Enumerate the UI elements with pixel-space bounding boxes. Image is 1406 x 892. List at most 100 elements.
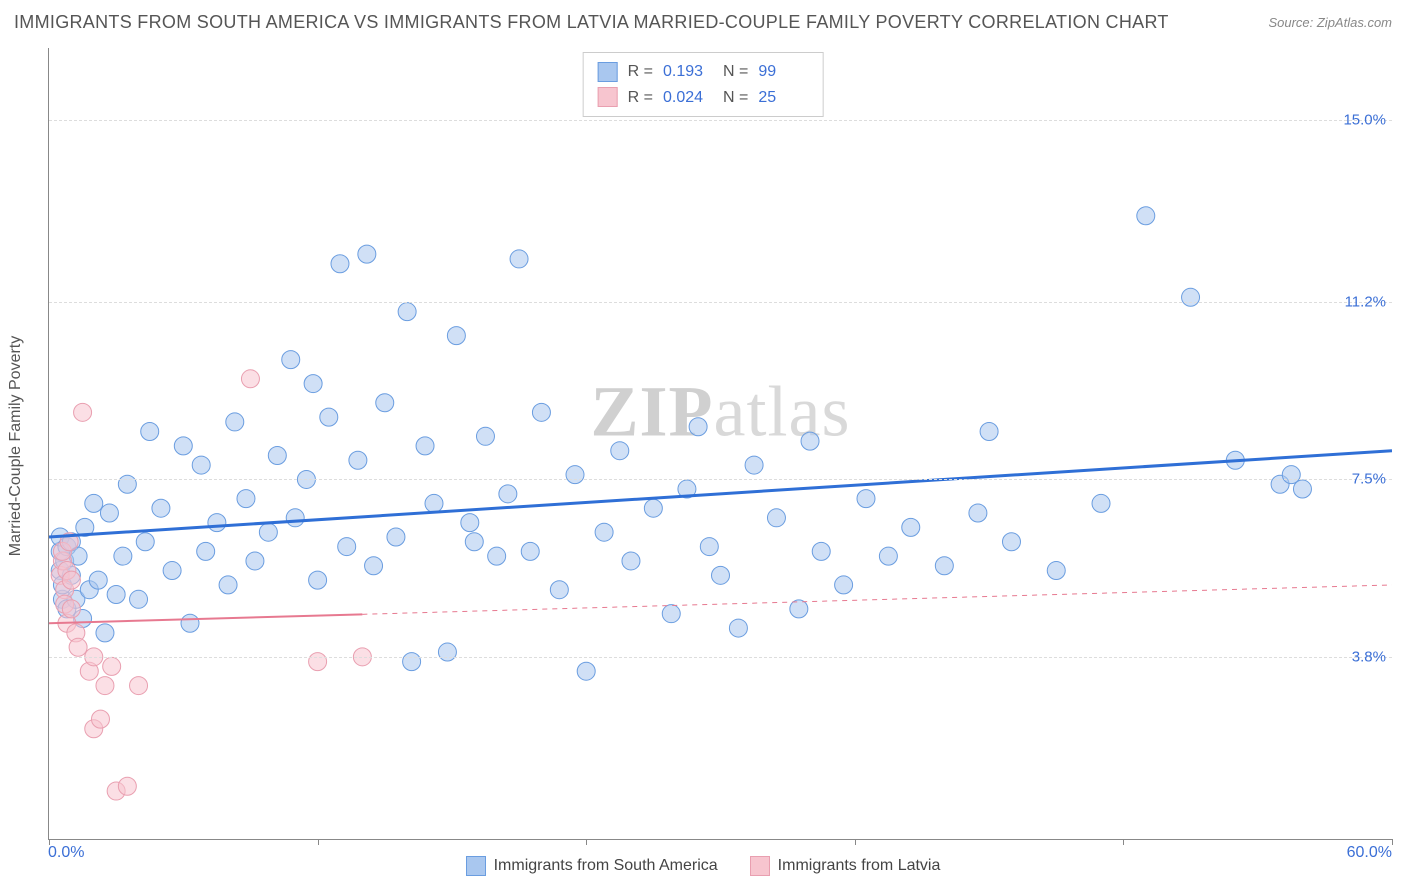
data-point — [465, 533, 483, 551]
data-point — [1002, 533, 1020, 551]
data-point — [689, 418, 707, 436]
data-point — [980, 423, 998, 441]
data-point — [358, 245, 376, 263]
legend-item: Immigrants from Latvia — [750, 856, 941, 876]
data-point — [403, 653, 421, 671]
data-point — [96, 677, 114, 695]
data-point — [550, 581, 568, 599]
data-point — [1047, 562, 1065, 580]
legend-swatch — [598, 62, 618, 82]
data-point — [376, 394, 394, 412]
r-value: 0.024 — [663, 85, 713, 111]
series-legend: Immigrants from South America Immigrants … — [0, 856, 1406, 876]
regression-line-dashed — [362, 585, 1392, 614]
data-point — [226, 413, 244, 431]
legend-swatch — [750, 856, 770, 876]
data-point — [566, 466, 584, 484]
y-tick-label: 15.0% — [1343, 111, 1386, 128]
data-point — [461, 514, 479, 532]
data-point — [1092, 494, 1110, 512]
data-point — [801, 432, 819, 450]
data-point — [114, 547, 132, 565]
gridline — [49, 479, 1392, 480]
data-point — [62, 600, 80, 618]
r-label: R = — [628, 59, 653, 85]
data-point — [729, 619, 747, 637]
data-point — [879, 547, 897, 565]
data-point — [812, 542, 830, 560]
data-point — [163, 562, 181, 580]
correlation-legend: R =0.193N =99R =0.024N =25 — [583, 52, 824, 117]
data-point — [577, 662, 595, 680]
n-value: 25 — [758, 85, 808, 111]
scatter-svg — [49, 48, 1392, 839]
data-point — [416, 437, 434, 455]
data-point — [1293, 480, 1311, 498]
legend-swatch — [598, 87, 618, 107]
r-value: 0.193 — [663, 59, 713, 85]
data-point — [438, 643, 456, 661]
data-point — [1182, 288, 1200, 306]
legend-label: Immigrants from South America — [494, 857, 718, 875]
data-point — [107, 586, 125, 604]
data-point — [181, 614, 199, 632]
data-point — [499, 485, 517, 503]
data-point — [219, 576, 237, 594]
r-label: R = — [628, 85, 653, 111]
data-point — [237, 490, 255, 508]
data-point — [208, 514, 226, 532]
data-point — [91, 710, 109, 728]
data-point — [644, 499, 662, 517]
data-point — [532, 403, 550, 421]
data-point — [100, 504, 118, 522]
data-point — [103, 657, 121, 675]
data-point — [331, 255, 349, 273]
data-point — [259, 523, 277, 541]
chart-plot-area: ZIPatlas 3.8%7.5%11.2%15.0% — [48, 48, 1392, 840]
data-point — [309, 653, 327, 671]
data-point — [790, 600, 808, 618]
data-point — [192, 456, 210, 474]
data-point — [969, 504, 987, 522]
data-point — [130, 590, 148, 608]
n-value: 99 — [758, 59, 808, 85]
data-point — [304, 375, 322, 393]
data-point — [835, 576, 853, 594]
data-point — [152, 499, 170, 517]
y-tick-label: 7.5% — [1352, 471, 1386, 488]
regression-line — [49, 614, 362, 623]
legend-row: R =0.024N =25 — [598, 85, 809, 111]
data-point — [510, 250, 528, 268]
data-point — [130, 677, 148, 695]
data-point — [767, 509, 785, 527]
data-point — [241, 370, 259, 388]
data-point — [62, 571, 80, 589]
data-point — [118, 777, 136, 795]
gridline — [49, 120, 1392, 121]
data-point — [447, 327, 465, 345]
data-point — [662, 605, 680, 623]
y-tick-label: 11.2% — [1345, 294, 1386, 311]
data-point — [338, 538, 356, 556]
data-point — [611, 442, 629, 460]
data-point — [387, 528, 405, 546]
data-point — [268, 446, 286, 464]
y-axis-label: Married-Couple Family Poverty — [7, 336, 25, 557]
data-point — [286, 509, 304, 527]
data-point — [74, 403, 92, 421]
data-point — [745, 456, 763, 474]
data-point — [398, 303, 416, 321]
data-point — [246, 552, 264, 570]
chart-title: IMMIGRANTS FROM SOUTH AMERICA VS IMMIGRA… — [14, 12, 1169, 33]
data-point — [712, 566, 730, 584]
x-tick-mark — [1392, 839, 1393, 845]
legend-row: R =0.193N =99 — [598, 59, 809, 85]
data-point — [425, 494, 443, 512]
data-point — [282, 351, 300, 369]
data-point — [365, 557, 383, 575]
y-tick-label: 3.8% — [1352, 648, 1386, 665]
data-point — [595, 523, 613, 541]
gridline — [49, 657, 1392, 658]
data-point — [320, 408, 338, 426]
data-point — [488, 547, 506, 565]
